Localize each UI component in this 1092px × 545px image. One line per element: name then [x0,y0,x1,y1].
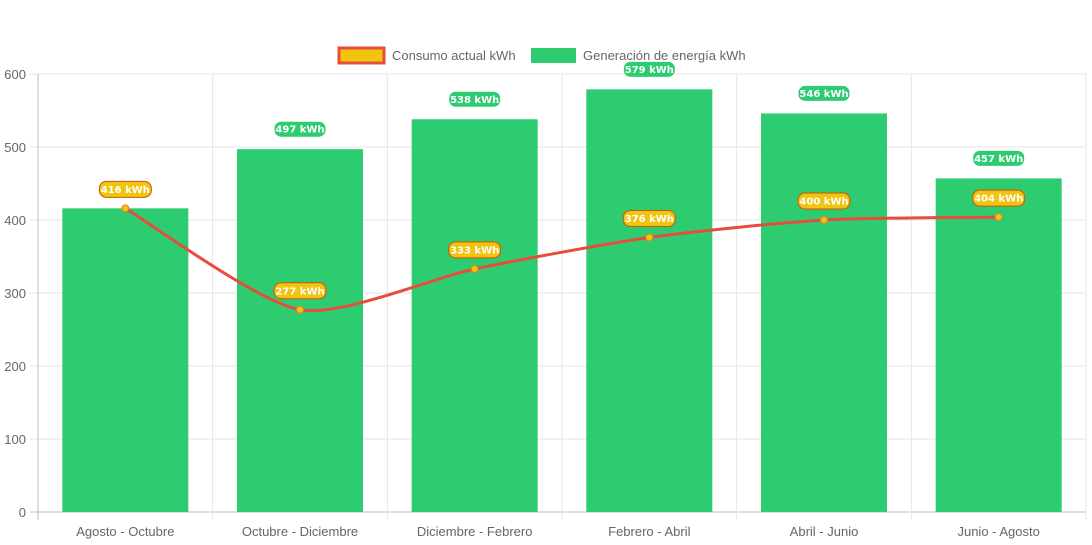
bar[interactable] [237,149,363,512]
line-point[interactable] [470,264,479,273]
bar[interactable] [411,119,538,512]
grid [30,73,1087,520]
bar[interactable] [62,208,189,512]
line-value-label-text: 400 kWh [799,197,848,208]
line-value-label: 277 kWh [273,282,327,300]
line-series [121,204,1003,314]
line-value-label-bg [622,210,676,228]
bar-value-label: 538 kWh [448,90,502,108]
legend-swatch-consumo[interactable] [337,46,386,65]
bar[interactable] [586,89,713,512]
line-value-label-text: 277 kWh [275,286,324,297]
line-point[interactable] [820,216,828,224]
legend-label-generacion[interactable]: Generación de energía kWh [583,48,746,63]
y-axis: 0 100 200 300 400 500 600 [4,67,26,520]
bar-value-label-bg [972,149,1026,167]
y-tick-label: 500 [4,140,26,155]
x-tick-label: Octubre - Diciembre [242,524,358,539]
bar-value-label-text: 546 kWh [799,89,848,100]
bar-value-label: 497 kWh [273,120,327,138]
line-value-label: 400 kWh [797,192,851,210]
line-labels: 416 kWh 277 kWh 333 kWh 376 kWh 400 kWh 404 k… [98,180,1026,300]
line-point[interactable] [994,213,1003,222]
y-tick-label: 200 [4,359,26,374]
bar[interactable] [935,178,1062,512]
y-tick-label: 600 [4,67,26,82]
line-path [124,207,999,313]
bar-value-label: 457 kWh [972,149,1026,167]
x-tick-label: Abril - Junio [790,524,859,539]
bar[interactable] [761,113,887,513]
legend-label-consumo[interactable]: Consumo actual kWh [392,48,516,63]
line-value-label-text: 416 kWh [101,185,150,196]
legend[interactable]: Consumo actual kWh Generación de energía… [337,46,746,65]
x-tick-label: Agosto - Octubre [76,524,174,539]
line-point[interactable] [296,305,304,314]
bar-value-label: 579 kWh [622,60,676,78]
line-value-label-text: 333 kWh [450,245,499,256]
bar-value-label: 546 kWh [797,84,851,102]
bar-value-label-bg [448,90,502,108]
line-value-label-bg [273,282,327,300]
line-value-label-bg [98,180,152,198]
bar-labels: 497 kWh 538 kWh 579 kWh 546 kWh 457 kWh [273,60,1026,167]
line-value-label-text: 404 kWh [974,194,1023,205]
line-value-label-bg [797,192,851,210]
y-tick-label: 300 [4,286,26,301]
line-value-label-bg [972,189,1026,207]
y-tick-label: 0 [19,505,26,520]
bar-value-label-text: 497 kWh [275,125,324,136]
bar-value-label-text: 538 kWh [450,95,499,106]
line-value-label: 404 kWh [972,189,1026,207]
line-value-label: 416 kWh [98,180,152,198]
legend-swatch-generacion[interactable] [531,48,576,63]
bar-value-label-bg [273,120,327,138]
y-tick-label: 100 [4,432,26,447]
line-point[interactable] [121,204,130,213]
bar-value-label-text: 579 kWh [625,65,674,76]
bar-value-label-text: 457 kWh [974,154,1023,165]
line-value-label: 376 kWh [622,210,676,228]
x-tick-label: Diciembre - Febrero [417,524,533,539]
line-value-label-bg [448,241,502,259]
line-value-label-text: 376 kWh [625,214,674,225]
bar-series [62,89,1062,513]
bar-value-label-bg [622,60,676,78]
line-value-label: 333 kWh [448,241,502,259]
bar-value-label-bg [797,84,851,102]
x-tick-label: Febrero - Abril [608,524,690,539]
x-axis: Agosto - Octubre Octubre - Diciembre Dicie… [76,524,1040,539]
line-point[interactable] [645,233,654,242]
y-tick-label: 400 [4,213,26,228]
x-tick-label: Junio - Agosto [957,524,1039,539]
